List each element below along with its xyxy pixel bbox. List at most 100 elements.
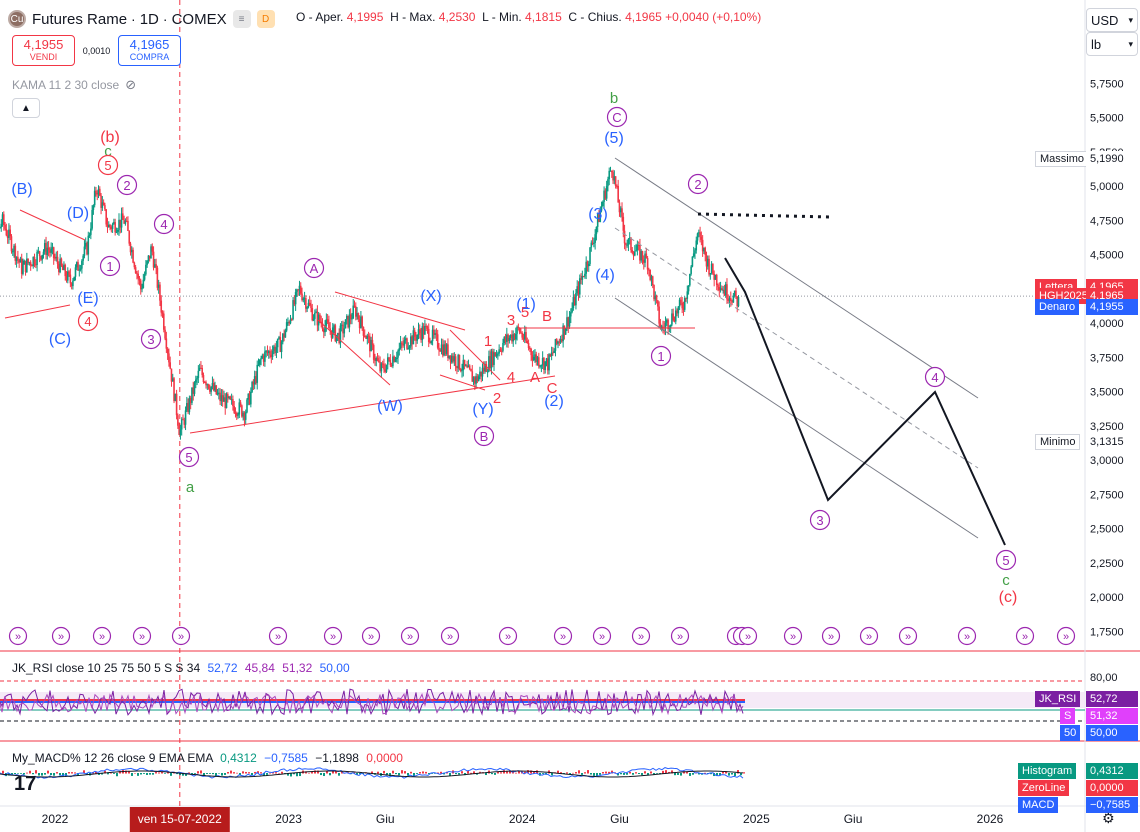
resistance-dotted-line bbox=[697, 212, 831, 219]
currency-select[interactable]: USD ▾ bbox=[1086, 8, 1138, 32]
close-value: 4,1965 bbox=[625, 10, 662, 24]
candle-body bbox=[297, 289, 299, 291]
macd-histogram-bar bbox=[359, 773, 361, 775]
collapse-legend-button[interactable]: ▲ bbox=[12, 98, 40, 118]
low-value: 4,1815 bbox=[525, 10, 562, 24]
event-marker-glyph: » bbox=[638, 631, 644, 643]
candle-body bbox=[575, 292, 577, 306]
candle-body bbox=[506, 334, 508, 342]
wave-label: 1 bbox=[657, 349, 664, 364]
macd-histogram-bar bbox=[179, 773, 181, 776]
chevron-down-icon: ▾ bbox=[1128, 14, 1133, 25]
candle-body bbox=[490, 351, 493, 369]
price-minimo-label: Minimo bbox=[1035, 434, 1081, 450]
event-marker-icon bbox=[361, 626, 381, 646]
macd-histogram-bar bbox=[422, 771, 424, 774]
candle-body bbox=[450, 355, 453, 363]
macd-histogram-bar bbox=[683, 771, 685, 774]
buy-button[interactable]: 4,1965 COMPRA bbox=[118, 35, 181, 66]
macd-histogram-bar bbox=[203, 773, 205, 777]
macd-line bbox=[0, 767, 744, 779]
price-tick-label: 4,0000 bbox=[1090, 318, 1124, 330]
rsi-legend[interactable]: JK_RSI close 10 25 75 50 5 S S 34 52,72 … bbox=[12, 661, 350, 675]
macd-histogram-bar bbox=[461, 771, 463, 774]
candle-body bbox=[448, 355, 451, 359]
candle-body bbox=[194, 379, 197, 383]
candle-body bbox=[701, 239, 704, 252]
delayed-data-badge[interactable]: D bbox=[256, 10, 275, 28]
price-tick-label: 4,5000 bbox=[1090, 250, 1124, 262]
candle-body bbox=[187, 403, 189, 413]
candle-body bbox=[154, 264, 156, 268]
wave-label: C bbox=[547, 380, 558, 397]
kama-title: KAMA 11 2 30 close bbox=[12, 78, 120, 92]
event-marker-glyph: » bbox=[330, 631, 336, 643]
candle-body bbox=[351, 318, 353, 320]
macd-histogram-bar bbox=[596, 773, 598, 777]
macd-histogram-bar bbox=[428, 773, 430, 774]
candle-body bbox=[602, 201, 604, 207]
macd-1-label: ZeroLine bbox=[1018, 780, 1070, 796]
candle-body bbox=[200, 367, 202, 369]
candle-body bbox=[393, 356, 395, 362]
candle-body bbox=[162, 313, 165, 330]
candle-body bbox=[489, 356, 491, 369]
event-marker-glyph: » bbox=[58, 631, 64, 643]
macd-histogram-bar bbox=[164, 773, 166, 774]
candle-body bbox=[434, 333, 436, 335]
event-marker-icon bbox=[92, 626, 112, 646]
candle-body bbox=[415, 336, 417, 341]
candle-body bbox=[390, 365, 393, 367]
macd-histogram-bar bbox=[725, 771, 727, 774]
macd-histogram-bar bbox=[485, 773, 487, 776]
candle-body bbox=[431, 329, 434, 342]
candle-body bbox=[715, 274, 718, 286]
macd-histogram-bar bbox=[587, 770, 589, 774]
event-marker-icon bbox=[51, 626, 71, 646]
macd-histogram-bar bbox=[686, 771, 688, 774]
candle-body bbox=[43, 243, 46, 252]
macd-histogram-bar bbox=[263, 773, 265, 776]
candle-body bbox=[17, 256, 19, 260]
candle-body bbox=[209, 388, 211, 392]
candle-body bbox=[223, 397, 225, 402]
candle-body bbox=[251, 381, 253, 392]
candle-body bbox=[710, 263, 713, 273]
symbol-header[interactable]: Cu Futures Rame · 1D · COMEX ≡ D bbox=[8, 8, 275, 30]
candle-body bbox=[302, 298, 305, 301]
sell-button[interactable]: 4,1955 VENDI bbox=[12, 35, 75, 66]
candle-body bbox=[440, 344, 443, 352]
macd-histogram-bar bbox=[140, 773, 142, 775]
data-status-badge[interactable]: ≡ bbox=[232, 10, 251, 28]
candle-body bbox=[243, 412, 246, 420]
candle-body bbox=[197, 370, 200, 378]
macd-histogram-bar bbox=[62, 773, 64, 777]
kama-indicator-legend[interactable]: KAMA 11 2 30 close ⊘ bbox=[12, 77, 136, 93]
candle-body bbox=[385, 364, 388, 372]
candle-body bbox=[721, 288, 723, 291]
macd-histogram-bar bbox=[200, 770, 202, 774]
candle-body bbox=[674, 310, 677, 322]
macd-histogram-bar bbox=[83, 770, 85, 774]
macd-histogram-bar bbox=[443, 773, 445, 775]
candle-body bbox=[125, 220, 128, 222]
rsi-line bbox=[0, 688, 744, 717]
candle-body bbox=[380, 363, 383, 372]
macd-histogram-bar bbox=[455, 773, 457, 775]
macd-legend[interactable]: My_MACD% 12 26 close 9 EMA EMA 0,4312 −0… bbox=[12, 751, 403, 765]
gear-icon[interactable]: ⚙ bbox=[1102, 810, 1115, 826]
candle-body bbox=[545, 358, 548, 362]
macd-histogram-bar bbox=[329, 773, 331, 776]
macd-histogram-bar bbox=[152, 773, 154, 775]
eye-off-icon[interactable]: ⊘ bbox=[125, 77, 137, 92]
candle-body bbox=[196, 377, 198, 380]
candle-body bbox=[552, 352, 554, 354]
macd-histogram-bar bbox=[518, 771, 520, 774]
candle-body bbox=[161, 312, 164, 314]
unit-select[interactable]: lb ▾ bbox=[1086, 32, 1138, 56]
macd-histogram-bar bbox=[389, 773, 391, 777]
wave-label: 2 bbox=[694, 177, 701, 192]
candle-body bbox=[413, 330, 416, 337]
